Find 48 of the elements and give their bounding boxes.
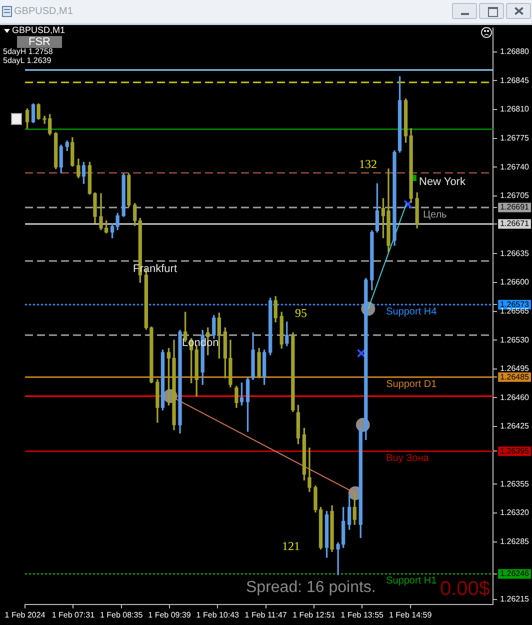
- annotation: 5dayH 1.2758: [3, 47, 53, 56]
- y-tick-label: 1.26285: [500, 537, 530, 546]
- y-tick-label: 1.26573: [500, 300, 530, 309]
- ref-line-label: Buy Зона: [386, 452, 430, 464]
- annotation: FSR: [17, 36, 62, 48]
- x-tick-label: 1 Feb 14:59: [388, 610, 432, 620]
- annotation: Spread: 16 points.: [246, 579, 376, 596]
- x-tick-label: 1 Feb 08:35: [100, 610, 144, 620]
- y-tick-label: 1.26355: [500, 479, 530, 488]
- x-tick-label: 1 Feb 07:31: [52, 610, 96, 620]
- y-tick-label: 1.26395: [500, 446, 530, 456]
- annotation: New York: [419, 176, 466, 188]
- y-tick-label: 1.26320: [500, 508, 530, 518]
- annotation: 0.00$: [440, 578, 490, 600]
- annotation: 121: [282, 539, 300, 553]
- y-tick-label: 1.26495: [500, 364, 530, 374]
- y-tick-label: 1.26246: [500, 569, 530, 578]
- y-tick-label: 1.26635: [500, 248, 530, 258]
- y-tick-label: 1.26425: [500, 422, 530, 431]
- y-tick-label: 1.26880: [500, 47, 530, 56]
- x-tick-label: 1 Feb 2024: [4, 610, 46, 620]
- ref-line-label: Support H1: [386, 576, 438, 587]
- ref-line-label: Support D1: [386, 378, 438, 390]
- y-tick-label: 1.26600: [500, 278, 530, 287]
- ref-line-label: Support H4: [386, 306, 438, 318]
- y-tick-label: 1.26705: [500, 191, 530, 200]
- y-tick-label: 1.26460: [500, 392, 530, 402]
- x-tick-label: 1 Feb 09:39: [148, 610, 192, 620]
- y-tick-label: 1.26740: [500, 162, 530, 172]
- point: [404, 200, 413, 209]
- y-tick-label: 1.26845: [500, 76, 530, 85]
- y-tick-label: 1.26485: [500, 372, 530, 382]
- annotation: 95: [295, 306, 307, 320]
- ref-line-label: Цель: [423, 209, 447, 220]
- y-tick-label: 1.26530: [500, 335, 530, 344]
- y-tick-label: 1.26691: [500, 202, 530, 212]
- annotation: 5dayL 1.2639: [3, 56, 52, 65]
- chart-title: GBPUSD,M1: [12, 25, 66, 35]
- y-tick-label: 1.26775: [500, 134, 530, 143]
- x-tick-label: 1 Feb 11:47: [244, 610, 288, 620]
- x-tick-label: 1 Feb 12:51: [292, 610, 336, 620]
- x-tick-label: 1 Feb 10:43: [196, 610, 240, 620]
- x-tick-label: 1 Feb 13:55: [340, 610, 384, 620]
- annotation: 132: [359, 157, 377, 171]
- y-tick-label: 1.26215: [500, 594, 530, 604]
- chart-title: GBPUSD,M1: [14, 6, 73, 17]
- y-tick-label: 1.26810: [500, 104, 530, 114]
- y-tick-label: 1.26671: [500, 219, 530, 228]
